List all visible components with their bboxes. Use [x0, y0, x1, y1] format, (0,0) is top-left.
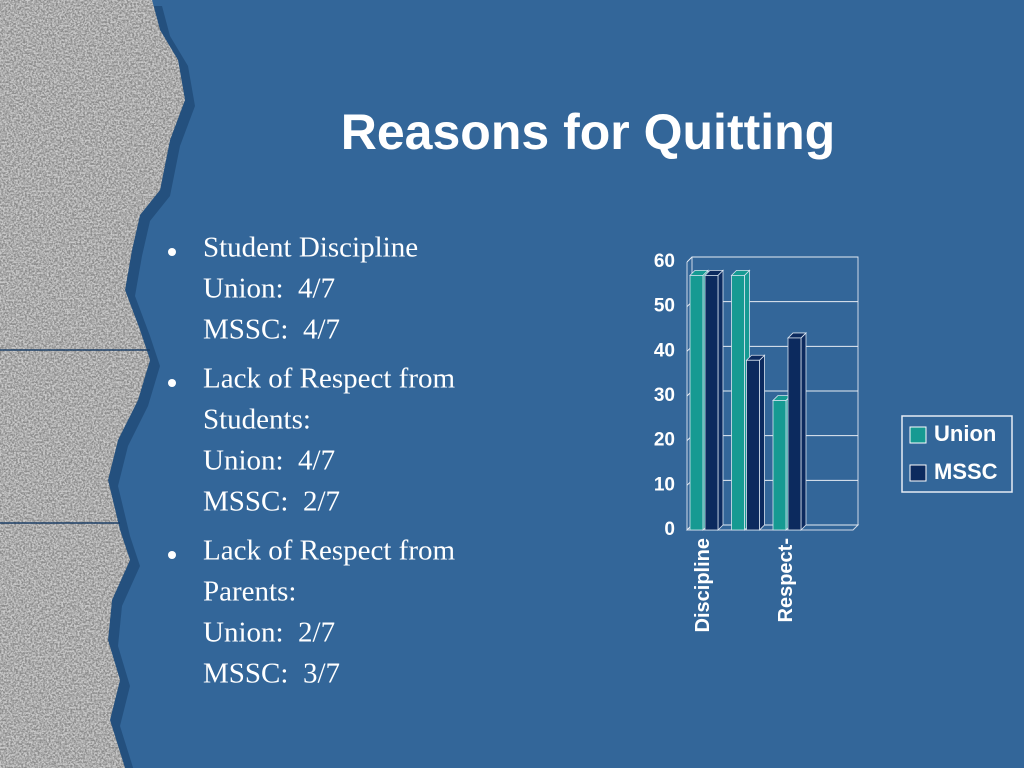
bullet-dot	[168, 379, 176, 387]
bar-side	[800, 331, 807, 531]
bar-group	[787, 331, 807, 531]
y-tick-label: 40	[654, 340, 675, 361]
y-tick-label: 30	[654, 385, 675, 406]
bullet-text: Union: 4/7	[203, 273, 335, 305]
bullet-text: Parents:	[203, 576, 296, 608]
y-tick-label: 60	[654, 251, 675, 272]
rock-texture	[0, 0, 185, 768]
legend-box	[901, 415, 1013, 493]
bar-group	[704, 269, 724, 531]
legend-label: MSSC	[934, 459, 998, 484]
y-tick-label: 50	[654, 296, 675, 317]
bar	[731, 274, 745, 531]
y-tick-label: 10	[654, 474, 675, 495]
bar	[704, 274, 719, 531]
bar-side	[717, 269, 724, 531]
bullet-text: MSSC: 2/7	[203, 486, 340, 518]
bullet-text: Union: 4/7	[203, 445, 335, 477]
y-tick-label: 0	[664, 519, 675, 540]
slide-title: Reasons for Quitting	[341, 104, 835, 160]
bullet-dot	[168, 248, 176, 256]
legend-label: Union	[934, 421, 996, 446]
y-tick-label: 20	[654, 430, 675, 451]
bar-side	[759, 354, 765, 531]
bullet-text: Students:	[203, 404, 311, 436]
legend-swatch	[909, 426, 927, 444]
bullet-text: MSSC: 4/7	[203, 314, 340, 346]
legend-swatch	[909, 464, 927, 482]
bullet-text: MSSC: 3/7	[203, 658, 340, 690]
bullet-dot	[168, 551, 176, 559]
bar	[772, 400, 787, 531]
bar-group	[745, 354, 766, 531]
bar	[787, 337, 802, 531]
bullet-text: Union: 2/7	[203, 617, 335, 649]
bullet-text: Student Discipline	[203, 232, 418, 264]
x-tick-label: Respect-	[775, 538, 797, 622]
grid-line	[686, 256, 858, 263]
bar	[689, 274, 704, 531]
bullet-text: Lack of Respect from	[203, 363, 455, 395]
x-tick-label: Discipline	[692, 538, 714, 632]
bar	[746, 359, 760, 531]
bullet-text: Lack of Respect from	[203, 535, 455, 567]
